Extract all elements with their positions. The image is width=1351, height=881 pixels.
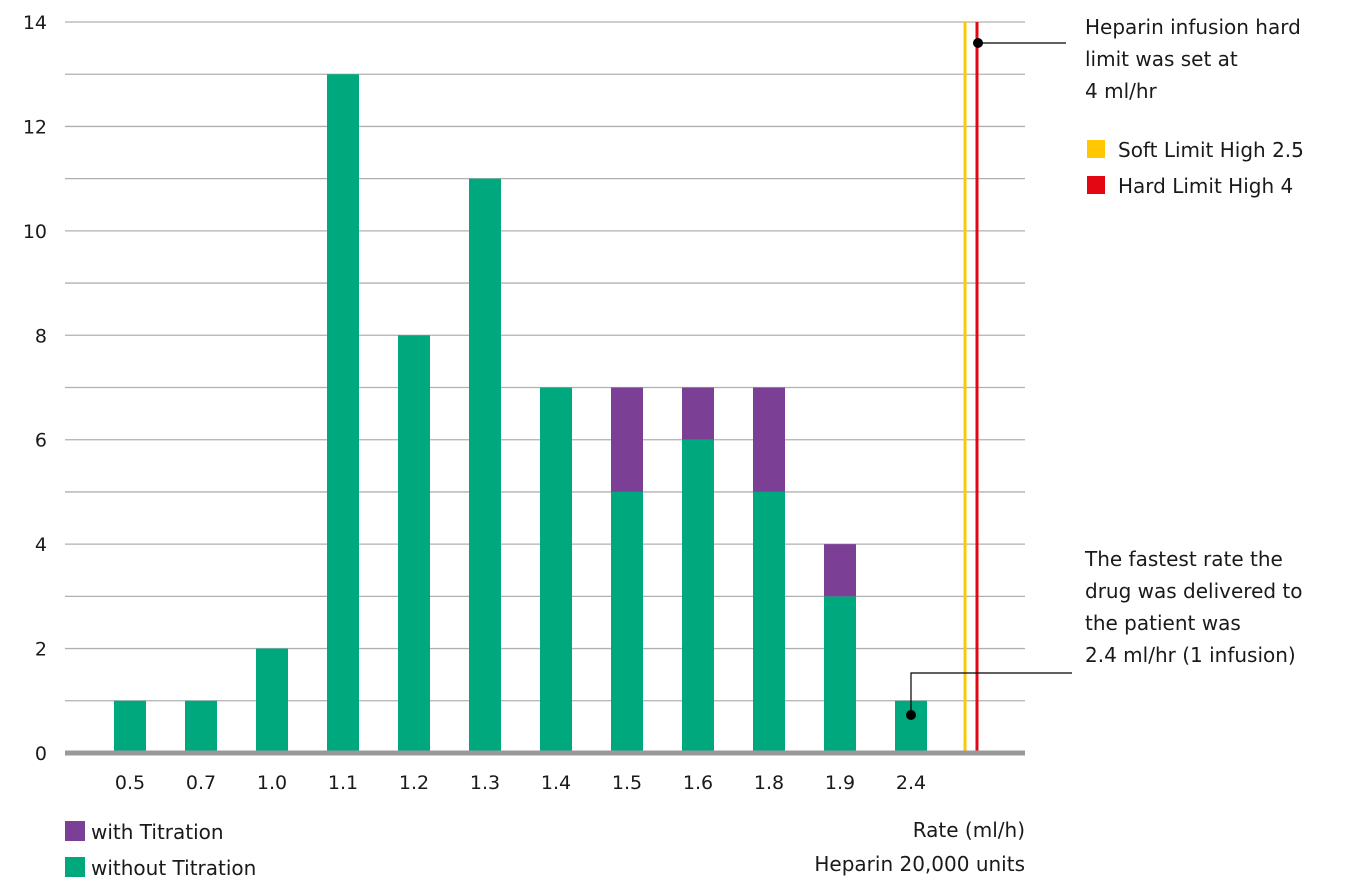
bar-segment (114, 700, 146, 753)
bar-segment (256, 648, 288, 753)
bar-segment (824, 596, 856, 753)
legend-swatch-hard-limit (1087, 176, 1105, 194)
x-tick-label: 1.9 (825, 772, 855, 794)
y-tick-label: 10 (23, 221, 47, 243)
series-legend: with Titration without Titration (65, 820, 256, 880)
annotation-leader-line (910, 672, 1072, 715)
bar-segment (540, 387, 572, 753)
bar-segment (753, 387, 785, 492)
annotation-line: 2.4 ml/hr (1 infusion) (1085, 643, 1296, 667)
legend-label-soft-limit: Soft Limit High 2.5 (1118, 138, 1304, 162)
x-axis-label: Rate (ml/h) (913, 818, 1025, 842)
x-tick-label: 1.2 (399, 772, 429, 794)
y-tick-label: 14 (23, 12, 47, 34)
y-tick-label: 4 (35, 534, 47, 556)
bar-segment (611, 387, 643, 492)
annotation-line: Heparin infusion hard (1085, 15, 1301, 39)
legend-swatch-without-titration (65, 857, 85, 877)
x-tick-label: 2.4 (896, 772, 926, 794)
y-tick-label: 12 (23, 116, 47, 138)
legend-swatch-soft-limit (1087, 140, 1105, 158)
legend-label-hard-limit: Hard Limit High 4 (1118, 174, 1293, 198)
annotation-marker (973, 38, 983, 48)
bar-segment (611, 491, 643, 753)
bar-segment (682, 439, 714, 753)
x-tick-label: 1.6 (683, 772, 713, 794)
limit-legend: Soft Limit High 2.5 Hard Limit High 4 (1087, 138, 1304, 198)
legend-swatch-with-titration (65, 821, 85, 841)
annotation-marker (906, 710, 916, 720)
annotation-line: drug was delivered to (1085, 579, 1303, 603)
x-tick-label: 0.7 (186, 772, 216, 794)
bar-segment (753, 491, 785, 753)
bar-segment (469, 178, 501, 754)
bars (114, 74, 927, 754)
bar-segment (398, 335, 430, 753)
y-axis-ticks: 0 2 4 6 8 10 12 14 (23, 12, 47, 765)
x-tick-label: 1.3 (470, 772, 500, 794)
x-tick-label: 1.1 (328, 772, 358, 794)
annotation-line: limit was set at (1085, 47, 1238, 71)
x-tick-label: 0.5 (115, 772, 145, 794)
x-tick-label: 1.5 (612, 772, 642, 794)
x-axis-ticks: 0.5 0.7 1.0 1.1 1.2 1.3 1.4 1.5 1.6 1.8 1.9 2.4 (115, 772, 926, 794)
legend-label-without-titration: without Titration (91, 856, 256, 880)
limit-lines (963, 22, 979, 753)
y-tick-label: 8 (35, 325, 47, 347)
legend-label-with-titration: with Titration (91, 820, 224, 844)
annotation-fastest-rate: The fastest rate the drug was delivered … (906, 547, 1303, 720)
y-tick-label: 6 (35, 430, 47, 452)
x-tick-label: 1.0 (257, 772, 287, 794)
x-tick-label: 1.4 (541, 772, 571, 794)
bar-segment (824, 544, 856, 597)
bar-segment (327, 74, 359, 753)
annotation-line: The fastest rate the (1084, 547, 1283, 571)
annotation-hard-limit: Heparin infusion hard limit was set at 4… (973, 15, 1301, 103)
bar-segment (682, 387, 714, 440)
y-tick-label: 2 (35, 639, 47, 661)
y-tick-label: 0 (35, 743, 47, 765)
bar-segment (185, 700, 217, 753)
x-axis-sublabel: Heparin 20,000 units (814, 852, 1025, 876)
x-tick-label: 1.8 (754, 772, 784, 794)
annotation-line: 4 ml/hr (1085, 79, 1158, 103)
annotation-line: the patient was (1085, 611, 1241, 635)
